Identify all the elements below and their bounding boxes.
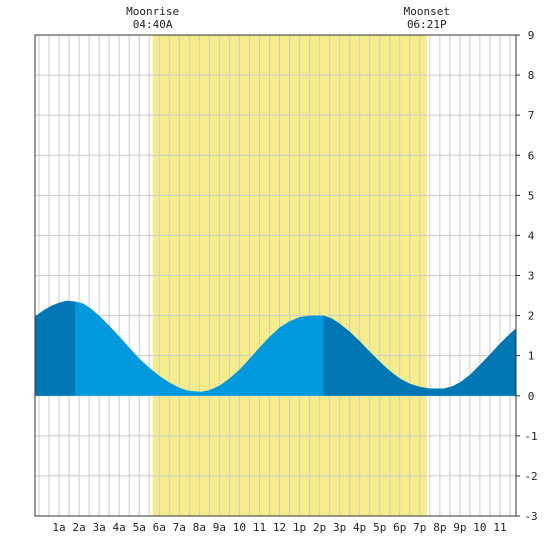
x-tick-label: 3p: [333, 521, 346, 534]
moonrise-time: 04:40A: [133, 18, 173, 31]
y-tick-label: 7: [528, 109, 535, 122]
tide-area: [35, 300, 516, 396]
y-tick-label: 5: [528, 189, 535, 202]
x-tick-label: 8p: [433, 521, 446, 534]
x-tick-label: 12: [273, 521, 286, 534]
x-tick-label: 9p: [453, 521, 466, 534]
y-tick-label: -1: [524, 430, 537, 443]
y-tick-label: 4: [528, 229, 535, 242]
y-tick-label: 2: [528, 310, 535, 323]
x-tick-label: 2p: [313, 521, 326, 534]
x-tick-label: 11: [493, 521, 506, 534]
y-tick-label: 8: [528, 69, 535, 82]
y-tick-label: 9: [528, 29, 535, 42]
y-tick-label: -3: [524, 510, 537, 523]
moonrise-label: Moonrise: [126, 5, 179, 18]
x-tick-label: 6p: [393, 521, 406, 534]
x-tick-label: 4p: [353, 521, 366, 534]
x-tick-label: 7p: [413, 521, 426, 534]
x-tick-label: 4a: [113, 521, 126, 534]
x-tick-label: 9a: [213, 521, 226, 534]
y-tick-label: 3: [528, 270, 535, 283]
x-tick-label: 6a: [153, 521, 166, 534]
x-tick-label: 5p: [373, 521, 386, 534]
x-tick-label: 1p: [293, 521, 306, 534]
x-tick-label: 8a: [193, 521, 206, 534]
moonset-label: Moonset: [404, 5, 450, 18]
x-tick-label: 5a: [133, 521, 146, 534]
x-tick-label: 11: [253, 521, 266, 534]
tide-area-dark: [35, 300, 76, 396]
x-tick-label: 10: [233, 521, 246, 534]
moonset-time: 06:21P: [407, 18, 447, 31]
y-tick-label: 1: [528, 350, 535, 363]
y-tick-label: 0: [528, 390, 535, 403]
x-tick-label: 7a: [173, 521, 186, 534]
x-tick-label: 10: [473, 521, 486, 534]
x-tick-label: 2a: [72, 521, 85, 534]
y-tick-label: -2: [524, 470, 537, 483]
x-tick-label: 1a: [52, 521, 65, 534]
x-tick-label: 3a: [93, 521, 106, 534]
y-tick-label: 6: [528, 149, 535, 162]
